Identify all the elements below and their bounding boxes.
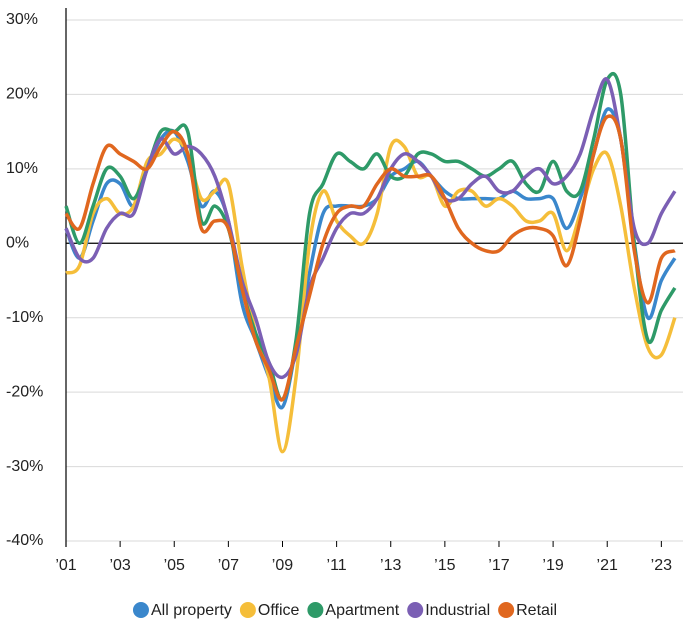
y-tick-label: 10%: [6, 160, 38, 177]
series-line: [64, 77, 677, 380]
legend-swatch: [239, 602, 256, 618]
x-tick-label: ’01: [55, 557, 76, 574]
x-tick-label: ’09: [272, 557, 293, 574]
series-line: [64, 114, 676, 402]
y-tick-label: -20%: [6, 383, 43, 400]
y-tick-label: 20%: [6, 86, 38, 103]
legend-swatch: [307, 602, 324, 618]
legend-label: All property: [151, 602, 232, 619]
x-tick-label: ’07: [218, 557, 239, 574]
series-line: [65, 137, 677, 454]
legend-swatch: [407, 602, 424, 618]
x-tick-label: ’13: [380, 557, 401, 574]
legend-label: Retail: [516, 602, 557, 619]
x-tick-label: ’11: [327, 557, 347, 574]
y-tick-label: -40%: [6, 532, 43, 549]
legend-label: Apartment: [325, 602, 399, 619]
legend-label: Industrial: [425, 602, 490, 619]
x-tick-label: ’15: [434, 557, 455, 574]
y-tick-label: -30%: [6, 458, 43, 475]
legend-swatch: [498, 602, 515, 618]
legend-swatch: [132, 602, 149, 618]
x-tick-label: ’05: [164, 557, 185, 574]
y-tick-label: 0%: [6, 235, 29, 252]
x-tick-label: ’23: [651, 557, 672, 574]
x-tick-label: ’03: [109, 557, 130, 574]
y-tick-label: -10%: [6, 309, 43, 326]
legend: All property Office Apartment Industrial Ret…: [132, 602, 557, 619]
y-tick-label: 30%: [6, 11, 38, 28]
x-tick-label: ’21: [597, 557, 618, 574]
x-tick-label: ’19: [542, 557, 563, 574]
legend-label: Office: [258, 602, 300, 619]
x-tick-label: ’17: [488, 557, 509, 574]
